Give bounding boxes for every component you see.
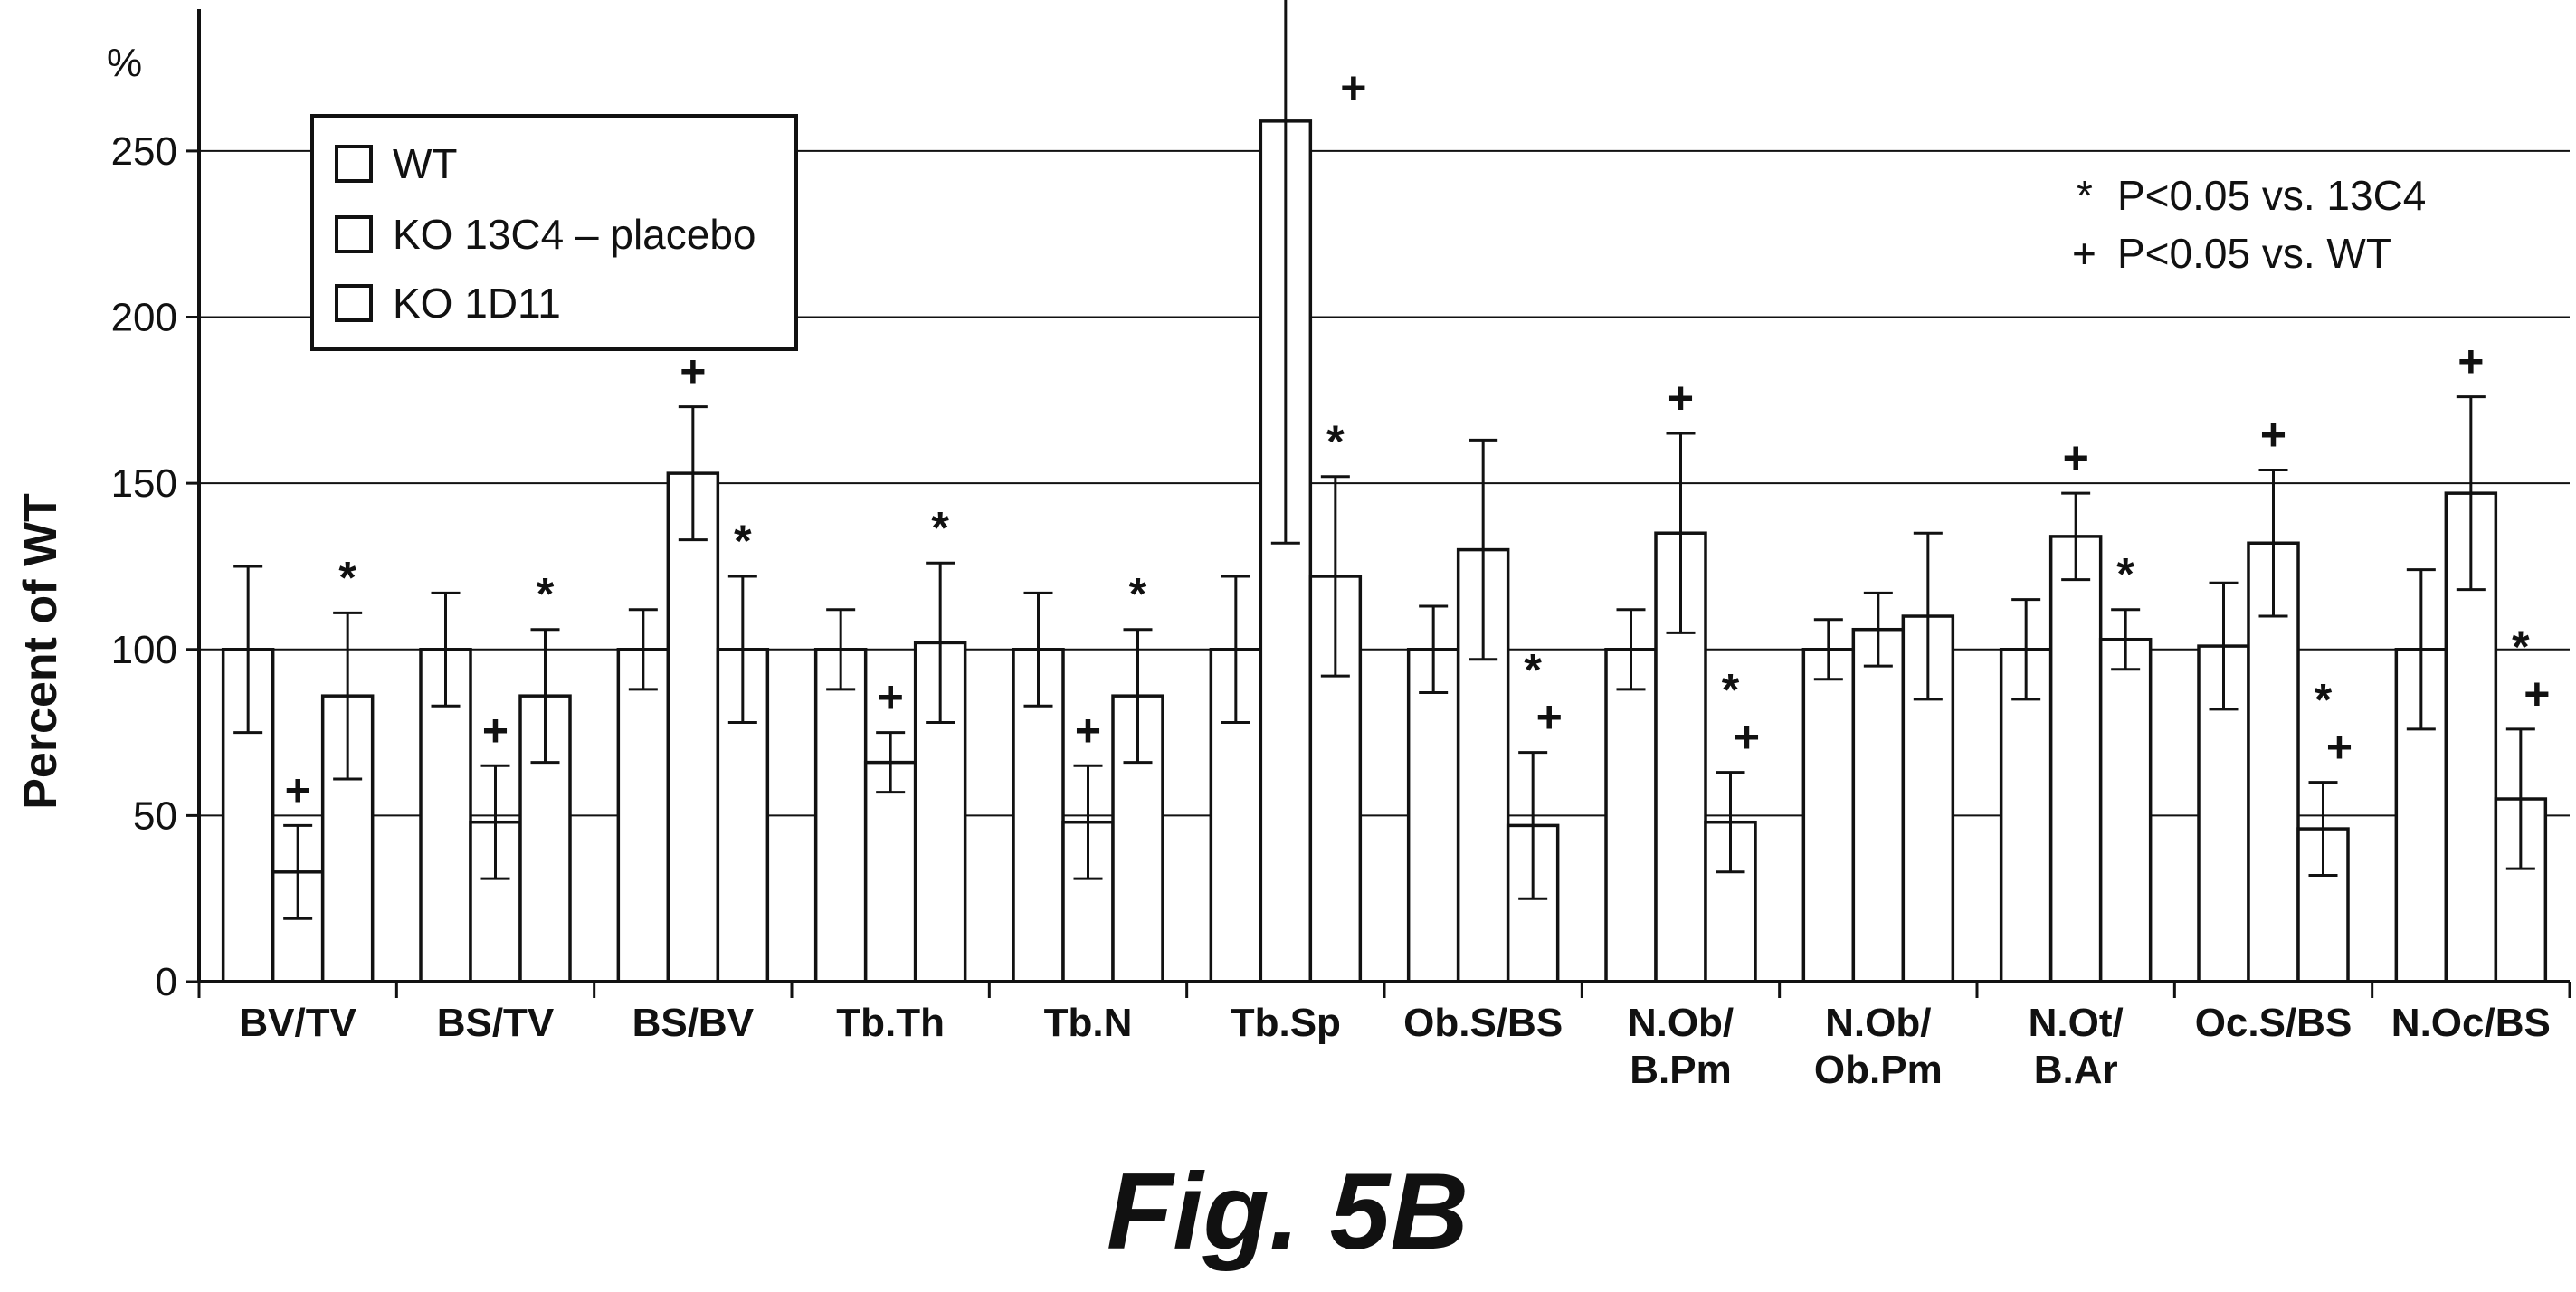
bar-1-9: [2048, 535, 2103, 983]
bar-2-0: [320, 694, 375, 983]
figure-caption: Fig. 5B: [1107, 1151, 1469, 1272]
legend-label-ko-13c4: KO 13C4 – placebo: [393, 211, 756, 258]
bar-2-9: [2098, 637, 2153, 983]
category-label: Tb.Sp: [1231, 1001, 1341, 1045]
axes: 0 50 100 150 200 250 BV/TV BS/TV BS/BV Tb.Th Tb.N T…: [111, 9, 2571, 1092]
significance-marker: *: [338, 552, 356, 603]
note-symbol-asterisk: *: [2077, 172, 2093, 219]
bar-0-7: [1604, 648, 1658, 983]
significance-marker: +: [878, 672, 904, 723]
significance-marker: +: [680, 347, 706, 397]
bar-0-3: [813, 648, 868, 983]
significance-marker: +: [1340, 62, 1366, 113]
significance-marker: *: [1524, 645, 1542, 696]
significance-marker: +: [1536, 692, 1563, 743]
y-axis-title: Percent of WT: [14, 493, 67, 810]
significance-marker: *: [1326, 416, 1345, 467]
legend-label-wt: WT: [393, 140, 458, 187]
significance-marker: +: [2524, 669, 2550, 719]
category-label: BS/BV: [632, 1001, 755, 1045]
bar-1-2: [666, 471, 720, 983]
bar-0-6: [1406, 648, 1460, 983]
significance-marker: +: [1668, 373, 1694, 423]
significance-marker: *: [537, 569, 555, 620]
significance-marker: *: [734, 516, 752, 566]
category-label: BV/TV: [239, 1001, 356, 1045]
y-unit-label: %: [107, 41, 142, 85]
bar-1-3: [863, 760, 917, 983]
note-symbol-plus: +: [2072, 230, 2096, 277]
significance-marker: *: [1129, 569, 1147, 620]
y-tick-label: 50: [133, 793, 177, 838]
significance-marker: *: [2116, 549, 2134, 600]
y-tick-label: 200: [111, 296, 177, 340]
note-text-vs-wt: P<0.05 vs. WT: [2117, 230, 2391, 277]
category-label: N.Ob/: [1825, 1001, 1931, 1045]
category-label: Oc.S/BS: [2195, 1001, 2353, 1045]
legend-swatch-ko-13c4: [335, 215, 373, 253]
y-tick-label: 150: [111, 461, 177, 506]
significance-marker: +: [482, 705, 509, 755]
note-text-vs-13c4: P<0.05 vs. 13C4: [2117, 172, 2426, 219]
y-tick-label: 100: [111, 628, 177, 672]
significance-marker: +: [1075, 705, 1101, 755]
legend-swatch-ko-1d11: [335, 284, 373, 322]
significance-marker: *: [2315, 675, 2333, 726]
significance-marker: +: [2260, 409, 2286, 460]
significance-marker: +: [2063, 432, 2089, 483]
category-label: Ob.Pm: [1814, 1048, 1943, 1092]
legend-swatch-wt: [335, 145, 373, 183]
category-label: Ob.S/BS: [1403, 1001, 1563, 1045]
bar-1-8: [1851, 627, 1906, 983]
significance-marker: *: [931, 502, 949, 553]
legend-box: [310, 114, 798, 351]
significance-marker: +: [2326, 722, 2353, 773]
category-label: BS/TV: [437, 1001, 555, 1045]
category-label: B.Pm: [1630, 1048, 1731, 1092]
y-tick-label: 0: [156, 960, 177, 1004]
significance-marker: *: [2512, 622, 2530, 672]
category-label: N.Ob/: [1628, 1001, 1734, 1045]
y-tick-label: 250: [111, 129, 177, 174]
significance-marker: +: [1734, 712, 1760, 763]
category-label: N.Oc/BS: [2391, 1001, 2551, 1045]
significance-marker: +: [2457, 337, 2484, 387]
significance-marker: *: [1722, 665, 1740, 716]
category-label: N.Ot/: [2029, 1001, 2124, 1045]
bar-0-2: [616, 648, 670, 983]
legend: WT KO 13C4 – placebo KO 1D11: [310, 114, 798, 351]
bar-0-8: [1801, 648, 1856, 983]
legend-label-ko-1d11: KO 1D11: [393, 280, 561, 327]
significance-notes: * P<0.05 vs. 13C4 + P<0.05 vs. WT: [2072, 172, 2426, 277]
significance-marker: +: [285, 765, 311, 815]
category-label: Tb.Th: [836, 1001, 945, 1045]
category-label: B.Ar: [2034, 1048, 2118, 1092]
category-label: Tb.N: [1044, 1001, 1133, 1045]
bars: +*+*+*+*+*+*+*++*+*++*++*: [221, 0, 2550, 983]
